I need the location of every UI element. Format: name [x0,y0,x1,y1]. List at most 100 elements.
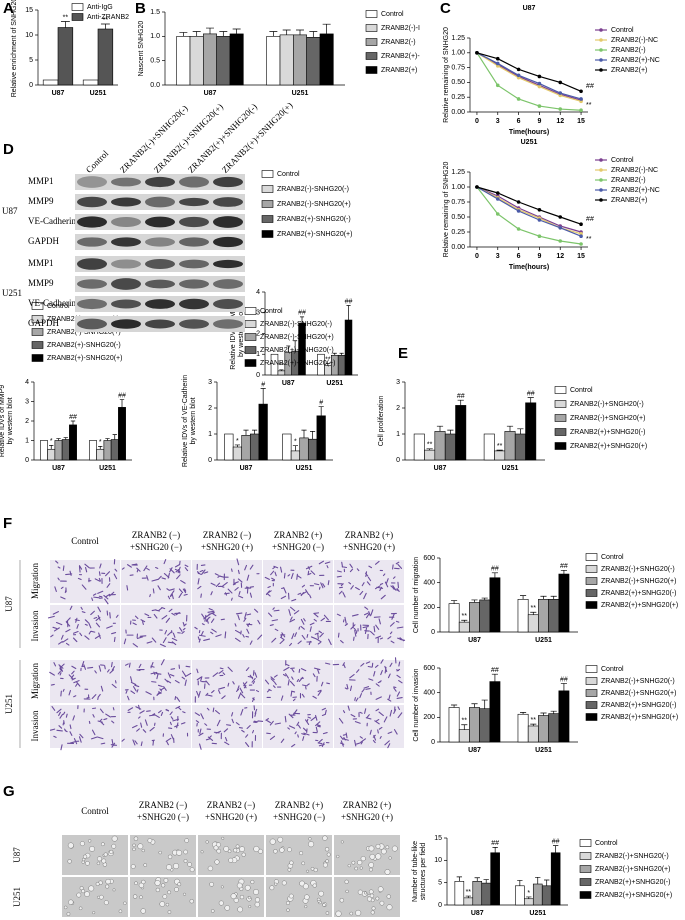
cell [66,912,71,916]
micrograph [334,705,404,748]
protein-label: MMP1 [28,176,54,186]
cell [241,852,246,857]
significance-label: ## [457,393,465,400]
error-bar [492,847,498,853]
legend-label: ZRANB2(+)+SNHG20(+) [595,892,672,899]
bar [517,599,529,633]
error-bar [496,449,503,451]
point [516,97,521,101]
cell [67,842,74,849]
blot-band [179,279,209,289]
legend-swatch [585,553,598,561]
significance-label: ** [497,443,503,450]
blot-band [145,176,175,188]
cell [132,843,136,848]
cells [47,605,119,646]
bar [538,715,549,743]
x-tick-label: U251 [529,910,546,917]
legend-label: ZRANB2(+)+SNHG20(+) [570,443,647,450]
bar [54,440,63,461]
cell [133,836,139,841]
error-bar [98,446,103,450]
x-tick-label: U87 [52,465,65,472]
cell [371,906,376,911]
y-tick-label: 3 [25,398,29,405]
legend-swatch [579,891,592,899]
bar [527,725,539,743]
panel-label: G [3,783,15,800]
significance-label: * [294,439,297,446]
x-tick-label: U87 [204,90,217,97]
cell [141,879,146,885]
blot-band [77,176,107,188]
y-tick-label: 0.25 [451,229,465,236]
column-header: ZRANB2 (+) [343,800,391,810]
x-tick-label: U251 [296,465,313,472]
bar [472,881,483,906]
blot-band [179,216,209,228]
cell [101,858,107,864]
error-bar [550,595,557,600]
error-bar [481,597,488,600]
legend-marker [599,188,603,192]
cell-line-label: U251 [12,887,22,907]
cell [363,891,367,895]
y-tick-label: 1.25 [451,35,465,42]
cell [335,910,342,917]
column-header: +SNHG20 (+) [341,812,393,822]
micrograph [62,835,128,875]
legend-label: Control [47,303,70,310]
error-bar [535,876,541,885]
legend-label: ZRANB2(-) [611,177,646,184]
cell [187,862,192,867]
column-header: ZRANB2 (−) [139,800,187,810]
legend-label: ZRANB2(-)+SNHG20(+) [595,866,670,873]
y-tick-label: 0 [208,457,212,464]
bar [319,33,334,86]
cell [167,890,172,895]
cell [304,894,310,900]
legend-swatch [585,665,598,673]
cell [167,910,172,914]
cell [139,895,143,900]
blot-band [77,258,107,270]
point [475,185,479,189]
y-tick-label: 10 [25,32,33,39]
cell [312,883,317,888]
cell [79,841,85,847]
cell [140,908,146,914]
cell [379,900,385,906]
legend-swatch [244,346,257,354]
point [516,227,521,231]
legend-swatch [579,878,592,886]
cell [154,879,161,886]
cell [163,878,169,883]
blot-band [77,318,107,330]
significance-label: ## [491,566,499,573]
cell [285,901,290,906]
error-bar [474,877,480,882]
x-tick-label: U87 [52,90,65,97]
cell [308,837,312,841]
bar [299,437,309,461]
cell [375,896,380,901]
cell [130,864,136,869]
cell [380,848,387,855]
cell [81,860,85,864]
significance-label: * [99,439,102,446]
legend-swatch [261,230,274,238]
cell [360,856,366,862]
bar [514,433,526,461]
cell [68,899,74,905]
cell [103,900,109,906]
bar [241,434,251,461]
cell [118,909,123,914]
error-bar [527,397,534,403]
error-bar [517,428,524,434]
panel-label: D [3,141,14,158]
point [537,104,542,108]
y-axis-label: Cell number of migration [413,557,420,633]
cell [105,878,111,885]
cell [313,867,318,873]
lane-label: Control [84,148,111,175]
